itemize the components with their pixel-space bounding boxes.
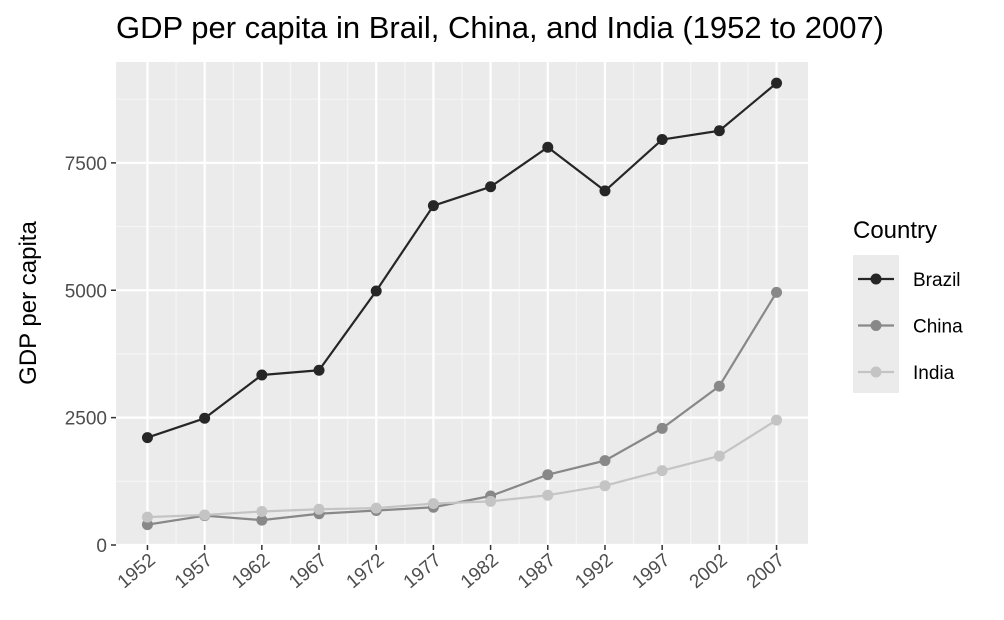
x-tick-label: 1962 bbox=[228, 550, 274, 593]
x-tick-label: 2007 bbox=[743, 550, 789, 593]
china-point bbox=[256, 514, 268, 526]
y-tick-label: 7500 bbox=[65, 154, 107, 175]
x-tick-label: 1957 bbox=[171, 550, 217, 593]
series-layer bbox=[141, 77, 783, 531]
y-tick-label: 2500 bbox=[65, 409, 107, 430]
x-tick-label: 1992 bbox=[571, 550, 617, 593]
brazil-point bbox=[599, 185, 611, 197]
x-tick-label: 1972 bbox=[343, 550, 389, 593]
brazil-point bbox=[713, 125, 725, 137]
x-tick-label: 1997 bbox=[628, 550, 674, 593]
india-point bbox=[256, 505, 268, 517]
china-point bbox=[599, 455, 611, 467]
brazil-point bbox=[370, 285, 382, 297]
india-series-line bbox=[147, 419, 778, 519]
india-point bbox=[370, 502, 382, 514]
legend-key-point-china bbox=[870, 320, 882, 331]
x-tick-label: 1977 bbox=[400, 550, 446, 593]
india-point bbox=[199, 509, 211, 521]
minor-gridlines bbox=[116, 62, 808, 545]
india-point bbox=[427, 498, 439, 510]
india-point bbox=[771, 414, 783, 426]
major-gridlines bbox=[116, 62, 808, 547]
brazil-point bbox=[199, 412, 211, 424]
legend-label-brazil: Brazil bbox=[913, 270, 961, 291]
brazil-point bbox=[256, 369, 268, 381]
x-tick-label: 1982 bbox=[457, 550, 503, 593]
brazil-series-line bbox=[147, 82, 778, 439]
x-tick-label: 2002 bbox=[686, 550, 732, 593]
india-point bbox=[542, 489, 554, 501]
india-point bbox=[141, 511, 153, 523]
legend-key-point-india bbox=[870, 366, 882, 378]
x-axis: 1952 1957 1962 1967 1972 1977 1982 1987 1992 1997… bbox=[114, 545, 789, 593]
y-tick-label: 5000 bbox=[65, 281, 107, 302]
india-point bbox=[656, 465, 668, 477]
legend-label-india: India bbox=[913, 363, 955, 384]
legend-label-china: China bbox=[913, 317, 963, 338]
brazil-point bbox=[141, 432, 153, 444]
y-axis: 0 2500 5000 7500 bbox=[65, 154, 116, 557]
legend-key-point-brazil bbox=[870, 273, 882, 285]
china-point bbox=[542, 469, 554, 481]
chart-title: GDP per capita in Brail, China, and Indi… bbox=[116, 10, 884, 45]
india-point bbox=[313, 503, 325, 515]
x-tick-label: 1952 bbox=[114, 550, 160, 593]
x-tick-label: 1967 bbox=[285, 550, 331, 593]
brazil-point bbox=[542, 141, 554, 153]
india-point bbox=[713, 450, 725, 462]
y-axis-title: GDP per capita bbox=[15, 221, 42, 385]
india-point bbox=[599, 480, 611, 492]
brazil-point bbox=[771, 77, 783, 89]
brazil-point bbox=[656, 134, 668, 146]
brazil-point bbox=[313, 364, 325, 376]
india-point bbox=[485, 495, 497, 507]
brazil-point bbox=[427, 200, 439, 212]
china-point bbox=[656, 422, 668, 434]
y-tick-label: 0 bbox=[96, 536, 107, 557]
china-point bbox=[713, 380, 725, 392]
china-point bbox=[771, 286, 783, 298]
brazil-point bbox=[485, 181, 497, 193]
x-tick-label: 1987 bbox=[514, 550, 560, 593]
legend: Country Brazil China India bbox=[853, 217, 963, 393]
legend-title: Country bbox=[853, 217, 937, 244]
